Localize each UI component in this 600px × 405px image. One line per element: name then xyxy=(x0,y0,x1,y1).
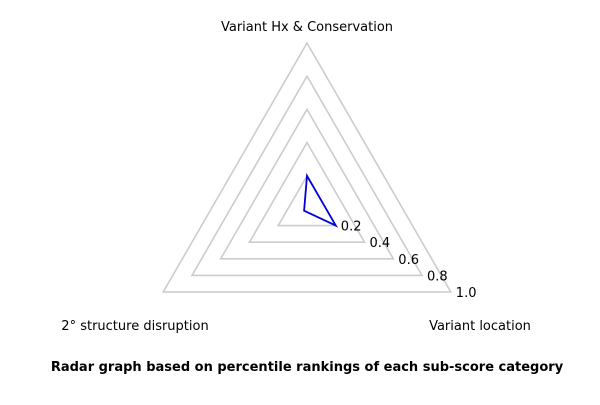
series-line-0 xyxy=(303,172,339,228)
grid-ring-0-8 xyxy=(190,74,424,277)
chart-caption: Radar graph based on percentile rankings… xyxy=(51,360,564,375)
tick-label-0-2: 0.2 xyxy=(341,220,362,235)
tick-label-1-0: 1.0 xyxy=(456,286,477,301)
axis-label-2-structure-disruption: 2° structure disruption xyxy=(61,319,208,334)
grid-ring-0-6 xyxy=(219,107,395,260)
grid-ring-1-0 xyxy=(161,41,453,293)
radar-series xyxy=(303,172,339,228)
axis-label-variant-location: Variant location xyxy=(429,319,531,334)
tick-label-0-4: 0.4 xyxy=(370,236,391,251)
radar-grid xyxy=(161,41,453,293)
axis-label-variant-hx-conservation: Variant Hx & Conservation xyxy=(221,20,393,35)
tick-label-0-8: 0.8 xyxy=(427,269,448,284)
tick-label-0-6: 0.6 xyxy=(398,253,419,268)
grid-ring-0-4 xyxy=(248,140,366,243)
radial-tick-labels: 0.2 0.4 0.6 0.8 1.0 xyxy=(341,220,477,301)
